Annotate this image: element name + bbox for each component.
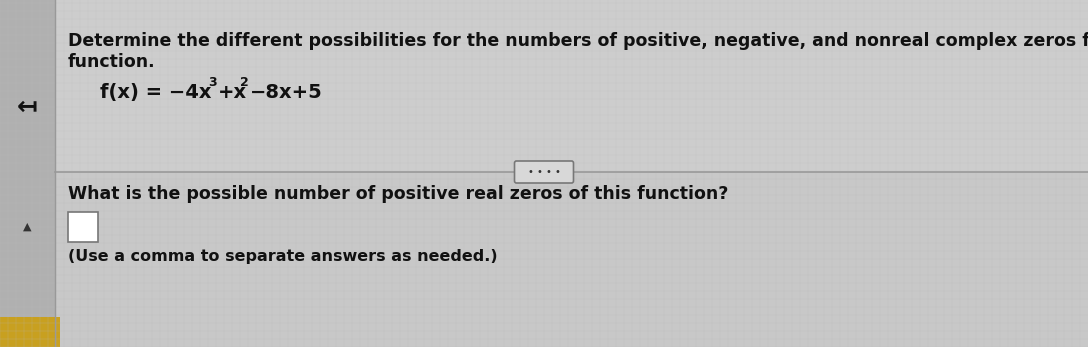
Text: 2: 2	[240, 76, 249, 88]
Bar	[67, 212, 98, 242]
FancyBboxPatch shape	[515, 161, 573, 183]
Text: Determine the different possibilities for the numbers of positive, negative, and: Determine the different possibilities fo…	[67, 32, 1088, 50]
Bar	[0, 317, 60, 347]
Text: (Use a comma to separate answers as needed.): (Use a comma to separate answers as need…	[67, 249, 497, 264]
Text: What is the possible number of positive real zeros of this function?: What is the possible number of positive …	[67, 185, 728, 203]
Text: function.: function.	[67, 53, 156, 71]
Text: 3: 3	[208, 76, 217, 88]
Bar	[55, 0, 1088, 172]
Bar	[0, 0, 55, 347]
Text: • • • •: • • • •	[528, 167, 560, 177]
Text: f(x) = −4x: f(x) = −4x	[100, 83, 211, 102]
Text: +x: +x	[218, 83, 247, 102]
Text: −8x+5: −8x+5	[250, 83, 323, 102]
Text: ↤: ↤	[16, 95, 37, 119]
Text: ▲: ▲	[23, 222, 32, 232]
